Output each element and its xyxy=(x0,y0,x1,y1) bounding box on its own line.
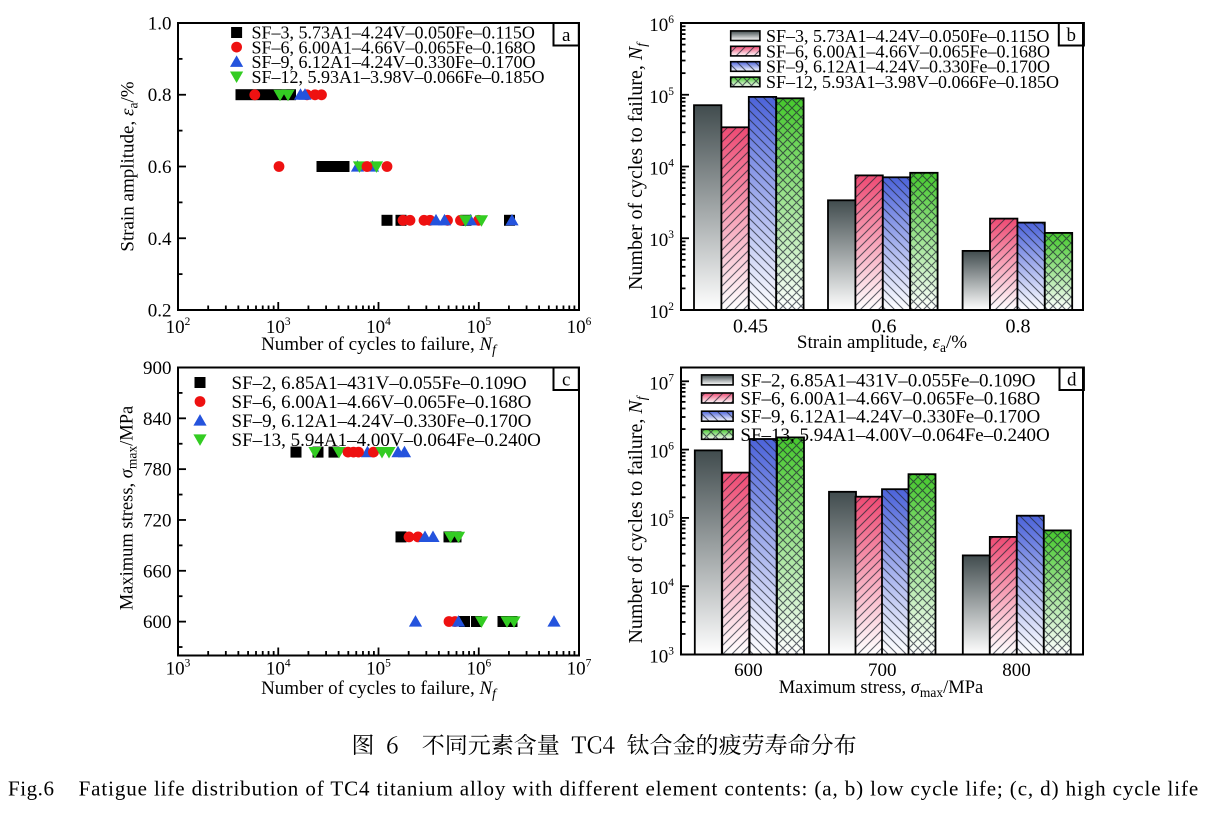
svg-text:840: 840 xyxy=(143,409,172,430)
svg-text:107: 107 xyxy=(567,658,592,680)
svg-text:0.45: 0.45 xyxy=(733,316,768,338)
svg-text:a: a xyxy=(562,25,571,46)
svg-text:Maximum stress, σmax/MPa: Maximum stress, σmax/MPa xyxy=(118,406,140,611)
svg-text:660: 660 xyxy=(143,561,172,582)
svg-text:SF–2, 6.85A1–431V–0.055Fe–0.10: SF–2, 6.85A1–431V–0.055Fe–0.109O xyxy=(740,370,1035,391)
svg-text:720: 720 xyxy=(143,511,172,532)
svg-text:800: 800 xyxy=(1002,660,1031,681)
svg-text:103: 103 xyxy=(649,646,674,668)
svg-text:780: 780 xyxy=(143,460,172,481)
svg-text:102: 102 xyxy=(166,316,191,338)
svg-text:103: 103 xyxy=(649,229,674,251)
svg-text:SF–9, 6.12A1–4.24V–0.330Fe–0.1: SF–9, 6.12A1–4.24V–0.330Fe–0.170O xyxy=(766,57,1050,77)
svg-text:105: 105 xyxy=(649,86,674,108)
svg-text:Maximum stress, σmax/MPa: Maximum stress, σmax/MPa xyxy=(779,678,984,700)
svg-text:SF–3, 5.73A1–4.24V–0.050Fe–0.1: SF–3, 5.73A1–4.24V–0.050Fe–0.115O xyxy=(252,23,535,43)
svg-text:Strain amplitude, εa/%: Strain amplitude, εa/% xyxy=(118,81,141,251)
svg-text:106: 106 xyxy=(567,316,592,338)
svg-text:900: 900 xyxy=(143,358,172,379)
svg-text:Strain amplitude, εa/%: Strain amplitude, εa/% xyxy=(797,332,967,355)
svg-text:103: 103 xyxy=(166,658,191,680)
svg-text:Number of cycles to failure, N: Number of cycles to failure, Nf xyxy=(625,394,649,643)
svg-text:SF–13, 5.94A1–4.00V–0.064Fe–0.: SF–13, 5.94A1–4.00V–0.064Fe–0.240O xyxy=(232,430,541,451)
svg-text:107: 107 xyxy=(649,372,674,394)
svg-text:b: b xyxy=(1067,25,1077,46)
svg-text:SF–6, 6.00A1–4.66V–0.065Fe–0.1: SF–6, 6.00A1–4.66V–0.065Fe–0.168O xyxy=(252,37,536,57)
svg-text:SF–12, 5.93A1–3.98V–0.066Fe–0.: SF–12, 5.93A1–3.98V–0.066Fe–0.185O xyxy=(252,67,545,87)
svg-text:Fig.6: Fig.6 xyxy=(8,777,55,801)
svg-text:104: 104 xyxy=(366,316,391,338)
svg-text:SF–12, 5.93A1–3.98V–0.066Fe–0.: SF–12, 5.93A1–3.98V–0.066Fe–0.185O xyxy=(766,72,1059,92)
svg-text:0.8: 0.8 xyxy=(148,85,172,106)
svg-text:Number of cycles to failure, N: Number of cycles to failure, Nf xyxy=(261,678,498,701)
svg-text:103: 103 xyxy=(266,316,291,338)
svg-text:Number of cycles to failure, N: Number of cycles to failure, Nf xyxy=(625,41,649,290)
svg-text:0.6: 0.6 xyxy=(872,316,897,338)
svg-text:106: 106 xyxy=(649,441,674,463)
svg-text:1.0: 1.0 xyxy=(148,14,172,35)
svg-text:105: 105 xyxy=(466,316,491,338)
svg-text:Number of cycles to failure, N: Number of cycles to failure, Nf xyxy=(261,334,498,357)
svg-text:106: 106 xyxy=(466,658,491,680)
svg-text:d: d xyxy=(1067,370,1077,391)
svg-text:105: 105 xyxy=(649,509,674,531)
svg-text:600: 600 xyxy=(734,660,763,681)
svg-text:104: 104 xyxy=(649,577,674,599)
svg-text:104: 104 xyxy=(649,158,674,180)
svg-text:SF–13, 5.94A1–4.00V–0.064Fe–0.: SF–13, 5.94A1–4.00V–0.064Fe–0.240O xyxy=(740,425,1049,446)
svg-text:SF–9, 6.12A1–4.24V–0.330Fe–0.1: SF–9, 6.12A1–4.24V–0.330Fe–0.170O xyxy=(232,411,532,432)
svg-text:0.4: 0.4 xyxy=(148,229,172,250)
svg-text:SF–6, 6.00A1–4.66V–0.065Fe–0.1: SF–6, 6.00A1–4.66V–0.065Fe–0.168O xyxy=(766,41,1050,61)
svg-text:102: 102 xyxy=(649,301,674,323)
svg-text:600: 600 xyxy=(143,612,172,633)
svg-text:Fatigue life distribution of T: Fatigue life distribution of TC4 titaniu… xyxy=(79,777,1200,801)
svg-text:SF–2, 6.85A1–431V–0.055Fe–0.10: SF–2, 6.85A1–431V–0.055Fe–0.109O xyxy=(232,373,527,394)
svg-text:SF–9, 6.12A1–4.24V–0.330Fe–0.1: SF–9, 6.12A1–4.24V–0.330Fe–0.170O xyxy=(740,407,1040,428)
svg-text:106: 106 xyxy=(649,14,674,36)
svg-text:0.2: 0.2 xyxy=(148,301,172,322)
svg-text:0.6: 0.6 xyxy=(148,157,172,178)
svg-text:SF–3, 5.73A1–4.24V–0.050Fe–0.1: SF–3, 5.73A1–4.24V–0.050Fe–0.115O xyxy=(766,26,1049,46)
svg-text:105: 105 xyxy=(366,658,391,680)
svg-text:SF–6, 6.00A1–4.66V–0.065Fe–0.1: SF–6, 6.00A1–4.66V–0.065Fe–0.168O xyxy=(740,389,1040,410)
svg-text:0.8: 0.8 xyxy=(1006,316,1031,338)
svg-text:c: c xyxy=(562,370,570,391)
svg-text:SF–9, 6.12A1–4.24V–0.330Fe–0.1: SF–9, 6.12A1–4.24V–0.330Fe–0.170O xyxy=(252,52,536,72)
svg-text:700: 700 xyxy=(868,660,897,681)
svg-text:104: 104 xyxy=(266,658,291,680)
svg-text:SF–6, 6.00A1–4.66V–0.065Fe–0.1: SF–6, 6.00A1–4.66V–0.065Fe–0.168O xyxy=(232,392,532,413)
